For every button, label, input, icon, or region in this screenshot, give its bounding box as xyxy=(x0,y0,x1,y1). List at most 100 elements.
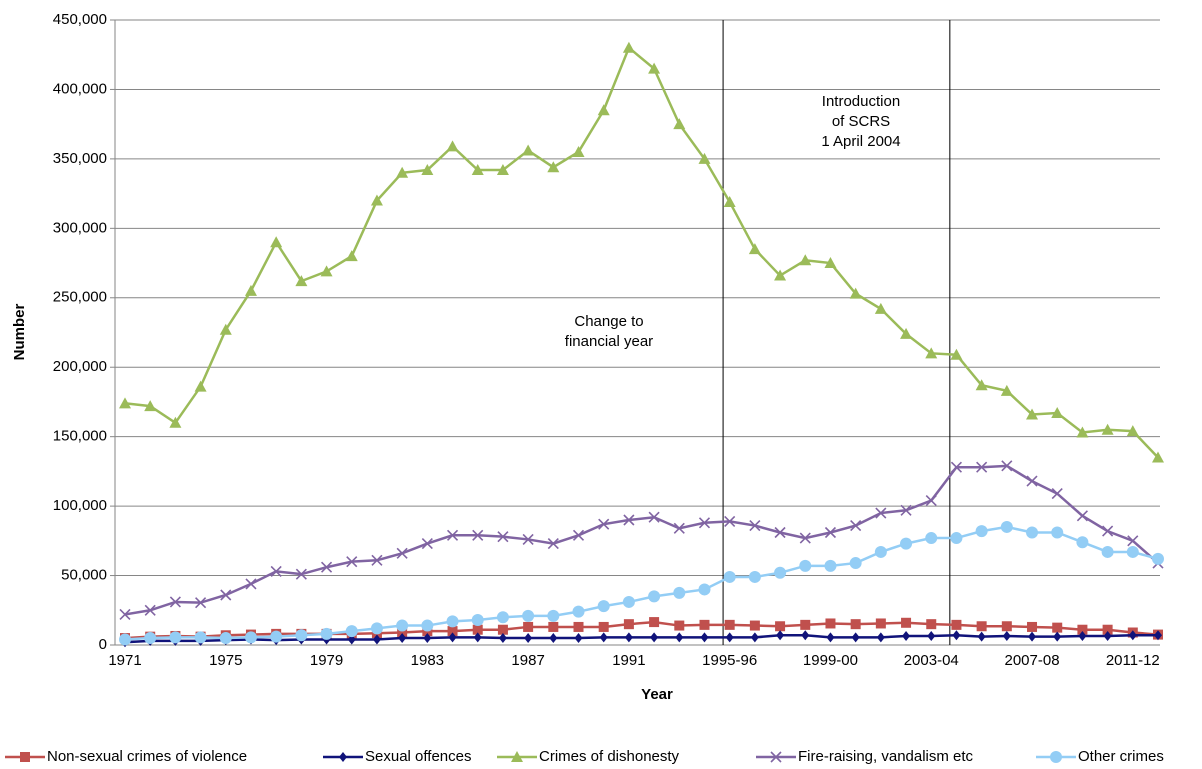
legend-item: Crimes of dishonesty xyxy=(497,748,680,765)
marker xyxy=(1154,630,1162,641)
marker xyxy=(1050,751,1062,763)
marker xyxy=(219,632,232,645)
y-tick-label: 200,000 xyxy=(53,358,107,375)
marker xyxy=(597,600,610,613)
marker xyxy=(598,621,609,632)
marker xyxy=(774,566,787,579)
marker xyxy=(723,570,736,583)
marker xyxy=(1028,631,1037,642)
marker xyxy=(522,533,534,546)
marker xyxy=(975,379,988,391)
marker xyxy=(522,144,535,156)
legend-label: Fire-raising, vandalism etc xyxy=(798,748,974,765)
marker xyxy=(698,152,711,164)
series-line xyxy=(124,45,1159,459)
marker xyxy=(649,617,660,628)
marker xyxy=(471,614,484,626)
marker xyxy=(748,243,761,255)
marker xyxy=(496,611,509,624)
marker xyxy=(1102,525,1114,537)
x-tick-label: 2011-12 xyxy=(1106,652,1160,669)
legend-item: Other crimes xyxy=(1036,748,1164,765)
marker xyxy=(648,62,661,74)
marker xyxy=(370,194,383,206)
marker xyxy=(1001,621,1012,632)
marker xyxy=(572,529,585,541)
marker xyxy=(522,609,535,622)
marker xyxy=(219,323,232,335)
marker xyxy=(320,265,333,277)
marker xyxy=(799,254,812,266)
marker xyxy=(724,515,736,527)
y-tick-label: 350,000 xyxy=(53,150,107,167)
legend-label: Crimes of dishonesty xyxy=(539,748,680,765)
marker xyxy=(775,621,786,632)
marker xyxy=(1026,408,1039,420)
marker xyxy=(345,625,358,638)
marker xyxy=(524,633,533,644)
marker xyxy=(876,632,885,643)
marker xyxy=(1076,426,1089,438)
marker xyxy=(421,619,434,632)
legend-item: Sexual offences xyxy=(323,748,471,765)
x-tick-label: 1979 xyxy=(310,652,343,669)
marker xyxy=(1076,510,1088,522)
annotation: financial year xyxy=(565,333,653,350)
marker xyxy=(849,287,862,299)
marker xyxy=(471,164,484,175)
marker xyxy=(698,517,711,529)
marker xyxy=(169,596,181,608)
marker xyxy=(799,532,811,544)
marker xyxy=(320,627,333,640)
marker xyxy=(1026,475,1038,487)
marker xyxy=(650,632,659,643)
marker xyxy=(977,631,986,642)
marker xyxy=(119,608,131,621)
marker xyxy=(194,631,207,644)
marker xyxy=(220,589,232,601)
marker xyxy=(598,518,610,530)
marker xyxy=(396,547,408,559)
marker xyxy=(572,605,585,618)
series-line xyxy=(124,464,1159,616)
legend-label: Other crimes xyxy=(1078,748,1164,765)
marker xyxy=(346,556,358,568)
marker xyxy=(1152,451,1164,463)
y-tick-label: 150,000 xyxy=(53,428,107,445)
marker xyxy=(825,618,836,629)
marker xyxy=(874,302,887,314)
marker xyxy=(801,630,810,641)
marker xyxy=(824,526,837,539)
y-tick-label: 50,000 xyxy=(61,567,107,584)
x-tick-label: 1975 xyxy=(209,652,242,669)
marker xyxy=(1128,630,1137,641)
marker xyxy=(339,752,347,762)
marker xyxy=(976,621,987,632)
marker xyxy=(673,586,686,599)
marker xyxy=(749,519,761,532)
marker xyxy=(950,461,963,473)
x-tick-label: 1987 xyxy=(511,652,544,669)
marker xyxy=(244,284,257,296)
marker xyxy=(1052,622,1063,633)
marker xyxy=(1026,526,1039,539)
marker xyxy=(950,348,963,360)
marker xyxy=(270,630,283,643)
marker xyxy=(850,619,861,630)
marker xyxy=(119,397,131,409)
marker xyxy=(573,621,584,632)
x-tick-label: 2003-04 xyxy=(904,652,959,669)
marker xyxy=(900,504,912,516)
marker xyxy=(800,619,811,630)
marker xyxy=(698,583,711,596)
marker xyxy=(523,621,534,632)
marker xyxy=(975,525,988,538)
marker xyxy=(448,632,457,643)
marker xyxy=(699,619,710,630)
marker xyxy=(674,620,685,631)
marker xyxy=(1152,552,1164,565)
annotation: Introduction xyxy=(822,93,900,110)
y-tick-label: 100,000 xyxy=(53,497,107,514)
marker xyxy=(320,561,333,573)
marker xyxy=(950,532,963,545)
